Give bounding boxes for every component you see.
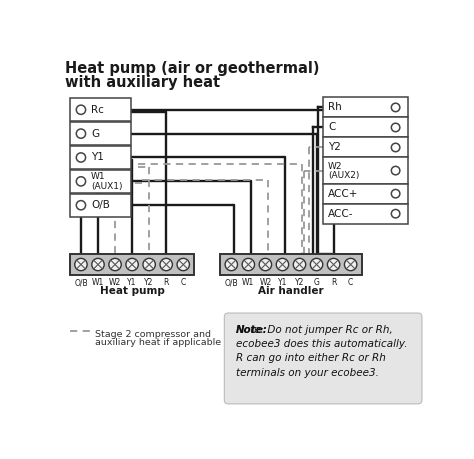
Text: R: R [331, 278, 336, 287]
Text: Heat pump: Heat pump [100, 286, 164, 296]
Bar [323, 204, 408, 224]
Text: Y1: Y1 [278, 278, 287, 287]
Circle shape [225, 258, 237, 271]
Circle shape [242, 258, 255, 271]
Circle shape [345, 258, 357, 271]
Text: Rh: Rh [328, 102, 342, 112]
Text: W1
(AUX1): W1 (AUX1) [91, 172, 122, 190]
Circle shape [109, 258, 121, 271]
Circle shape [276, 258, 289, 271]
Circle shape [293, 258, 306, 271]
Text: W1: W1 [242, 278, 255, 287]
Bar [70, 146, 130, 169]
Text: O/B: O/B [225, 278, 238, 287]
Bar [323, 118, 408, 137]
Text: W2: W2 [109, 278, 121, 287]
Bar [220, 254, 362, 275]
Bar [70, 170, 130, 193]
Circle shape [392, 166, 400, 175]
Text: R: R [164, 278, 169, 287]
Text: Note: Do not jumper Rc or Rh,
ecobee3 does this automatically.
R can go into eit: Note: Do not jumper Rc or Rh, ecobee3 do… [236, 325, 408, 378]
Bar [70, 98, 130, 121]
Text: Y2: Y2 [145, 278, 154, 287]
Bar [70, 194, 130, 217]
Text: C: C [181, 278, 186, 287]
Circle shape [76, 177, 86, 186]
Text: with auxiliary heat: with auxiliary heat [65, 75, 220, 90]
Text: W2
(AUX2): W2 (AUX2) [328, 162, 360, 179]
Text: Y2: Y2 [295, 278, 304, 287]
Circle shape [76, 105, 86, 114]
Text: W2: W2 [259, 278, 272, 287]
Text: ACC-: ACC- [328, 209, 354, 218]
FancyBboxPatch shape [224, 313, 422, 404]
Circle shape [76, 201, 86, 210]
Circle shape [392, 123, 400, 132]
Circle shape [310, 258, 323, 271]
Circle shape [392, 103, 400, 112]
Text: ACC+: ACC+ [328, 189, 358, 199]
Circle shape [392, 143, 400, 152]
Circle shape [143, 258, 155, 271]
Text: Y1: Y1 [128, 278, 137, 287]
Text: G: G [314, 278, 319, 287]
Bar [323, 157, 408, 184]
Circle shape [392, 209, 400, 218]
Text: auxiliary heat if applicable: auxiliary heat if applicable [95, 338, 221, 347]
Circle shape [75, 258, 87, 271]
Text: Y2: Y2 [328, 142, 341, 152]
Text: Stage 2 compressor and: Stage 2 compressor and [95, 330, 211, 339]
Bar [323, 97, 408, 118]
Circle shape [126, 258, 138, 271]
Bar [70, 122, 130, 145]
Text: Air handler: Air handler [258, 286, 324, 296]
Circle shape [76, 129, 86, 138]
Text: Note:: Note: [236, 325, 268, 335]
Text: Heat pump (air or geothermal): Heat pump (air or geothermal) [65, 61, 320, 76]
Bar [323, 137, 408, 157]
Circle shape [177, 258, 190, 271]
Circle shape [392, 190, 400, 198]
Circle shape [76, 153, 86, 162]
Circle shape [92, 258, 104, 271]
Text: W1: W1 [92, 278, 104, 287]
Circle shape [328, 258, 340, 271]
Text: Rc: Rc [91, 105, 104, 115]
Text: O/B: O/B [91, 200, 110, 210]
Circle shape [160, 258, 173, 271]
Text: O/B: O/B [74, 278, 88, 287]
Text: C: C [328, 123, 336, 133]
Bar [323, 184, 408, 204]
Text: G: G [91, 129, 99, 139]
Text: C: C [348, 278, 353, 287]
Bar [70, 254, 194, 275]
Circle shape [259, 258, 272, 271]
Text: Y1: Y1 [91, 152, 104, 162]
